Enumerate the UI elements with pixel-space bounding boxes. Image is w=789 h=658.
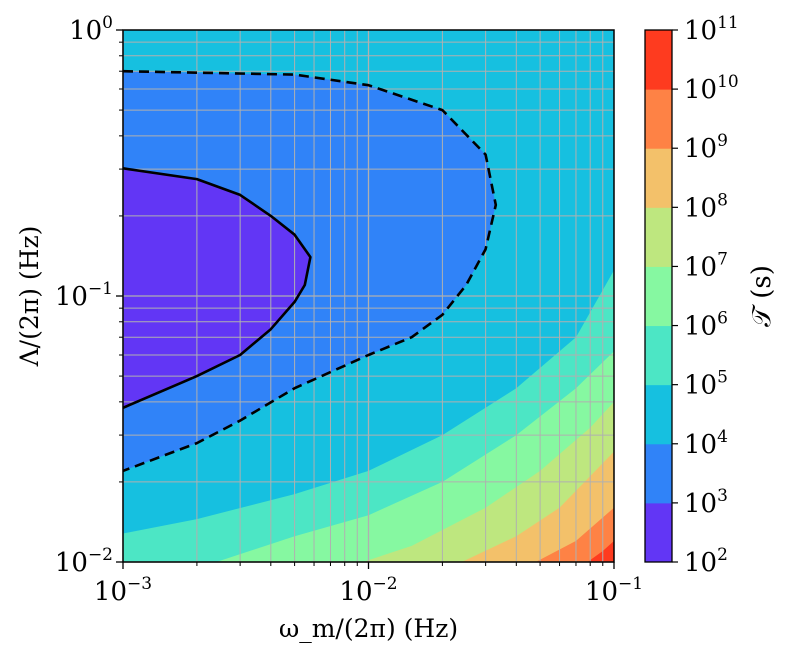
y-axis-label: Λ/(2π) (Hz) <box>15 226 44 368</box>
colorbar-segment <box>645 148 672 208</box>
y-tick-label: 100 <box>69 13 113 46</box>
colorbar-segment <box>645 325 672 386</box>
colorbar-tick-label: 102 <box>684 545 728 578</box>
x-tick-label: 10−3 <box>94 574 152 607</box>
grid <box>122 30 614 563</box>
colorbar-frame <box>644 29 673 563</box>
contour-line-solid <box>123 167 312 409</box>
colorbar-tick-label: 1011 <box>684 13 739 46</box>
colorbar-tick-label: 1010 <box>684 72 739 105</box>
contour-lines <box>123 69 498 473</box>
colorbar-tick-label: 107 <box>684 249 728 282</box>
colorbar-tick-label: 103 <box>684 486 728 519</box>
colorbar-segment <box>645 30 672 90</box>
contour-line-dashed <box>123 69 498 473</box>
region-band-6 <box>587 540 614 562</box>
colorbar-segment <box>645 89 672 149</box>
region-band-5 <box>535 507 614 562</box>
x-tick-label: 10−2 <box>339 574 397 607</box>
colorbar-tick-label: 106 <box>684 309 728 342</box>
colorbar-segment <box>645 502 672 563</box>
x-axis-label: ω_m/(2π) (Hz) <box>279 614 458 643</box>
colorbar-tick-label: 109 <box>684 131 728 164</box>
x-tick-label: 10−1 <box>585 574 643 607</box>
region-band <box>123 71 496 471</box>
colorbar-segment <box>645 443 672 504</box>
colorbar-segment <box>645 207 672 267</box>
colorbar-tick-label: 108 <box>684 190 728 223</box>
colorbar-tick-label: 104 <box>684 427 728 460</box>
colorbar-tick-label: 105 <box>684 368 728 401</box>
colorbar-label: 𝒯 (s) <box>747 265 777 327</box>
y-tick-label: 10−2 <box>55 545 113 578</box>
region-band-0 <box>123 168 311 408</box>
colorbar-segment <box>645 384 672 445</box>
colorbar: 102 103 104 105 106 107 108 109 1010 1011 <box>644 13 739 578</box>
y-tick-label: 10−1 <box>55 279 113 312</box>
colorbar-segment <box>645 266 672 327</box>
